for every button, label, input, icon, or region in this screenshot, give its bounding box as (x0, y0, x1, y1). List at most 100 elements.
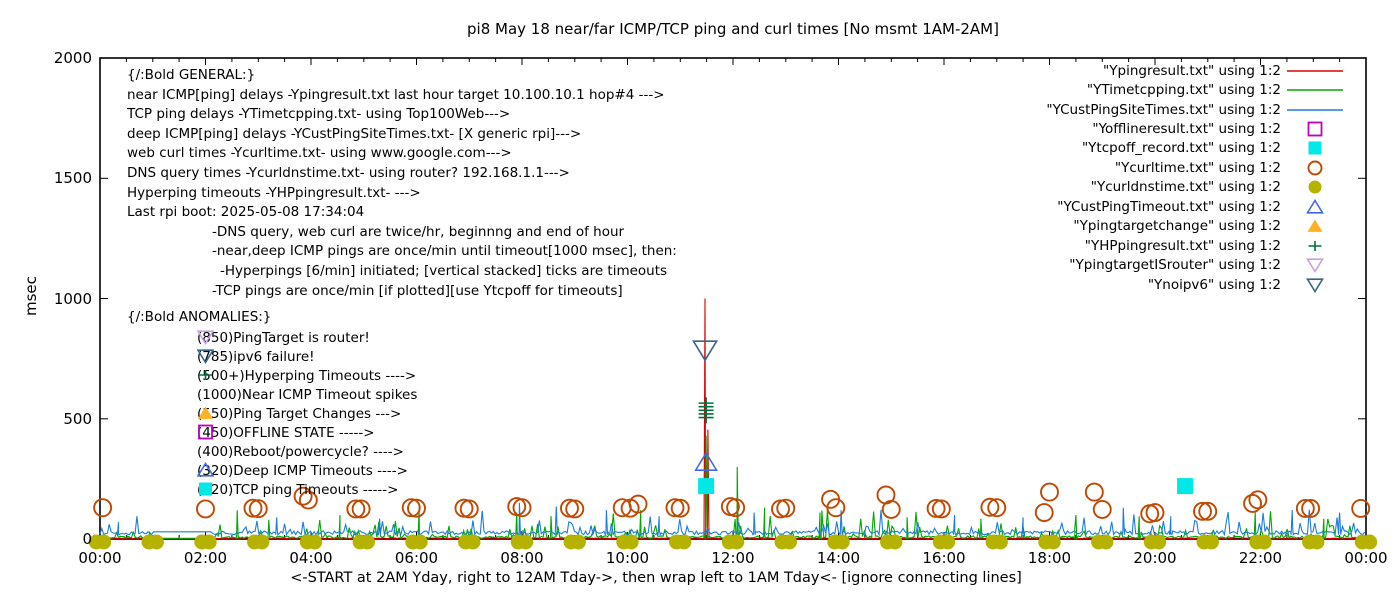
general-note-line: -near,deep ICMP pings are once/min until… (212, 243, 677, 260)
y-tick-label: 0 (82, 530, 92, 548)
open-triangle-up-icon (1306, 198, 1324, 214)
y-tick-label: 1500 (53, 169, 92, 188)
open-circle-icon (1307, 160, 1323, 176)
open-triangle-down-icon (1306, 277, 1324, 293)
line-icon (1287, 69, 1343, 72)
anomalies-header: {/:Bold ANOMALIES:} (127, 309, 272, 325)
y-tick-label: 500 (63, 409, 92, 428)
legend-row: "Yofflineresult.txt" using 1:2 (1046, 119, 1366, 138)
legend-sample (1281, 217, 1366, 235)
general-note-line: DNS query times -Ycurldnstime.txt- using… (127, 164, 570, 181)
legend-sample (1281, 139, 1366, 157)
plus-icon (1308, 240, 1322, 251)
filled-square-icon (199, 482, 212, 496)
anomaly-row: (220)TCP ping Timeouts -----> (197, 480, 417, 499)
legend-sample (1281, 237, 1366, 255)
x-tick-label: 08:00 (500, 549, 544, 567)
open-triangle-up-icon (197, 461, 214, 477)
general-note-line: -TCP pings are once/min [if plotted][use… (212, 282, 623, 299)
x-tick-label: 04:00 (289, 549, 333, 567)
legend-label: "Ycurltime.txt" using 1:2 (1114, 159, 1281, 176)
y-tick-label: 1000 (53, 289, 92, 308)
anomaly-row: (450)OFFLINE STATE -----> (197, 423, 417, 442)
general-note-line: web curl times -Ycurltime.txt- using www… (127, 145, 512, 162)
legend-sample (1281, 276, 1366, 294)
legend-label: "YpingtargetISrouter" using 1:2 (1069, 257, 1281, 274)
general-note-line: -DNS query, web curl are twice/hr, begin… (212, 223, 625, 240)
legend-row: "YCustPingSiteTimes.txt" using 1:2 (1046, 100, 1366, 119)
open-triangle-down-icon (197, 349, 214, 364)
anomaly-text: (1000)Near ICMP Timeout spikes (197, 386, 418, 403)
x-tick-label: 02:00 (183, 549, 228, 567)
anomaly-text: (850)PingTarget is router! (197, 329, 370, 346)
anomaly-row: (850)PingTarget is router! (197, 328, 417, 347)
anomaly-row: (785)ipv6 failure! (197, 347, 417, 366)
x-tick-label: 00:00 (78, 549, 122, 567)
legend-sample (1281, 101, 1366, 119)
anomalies-notes-block: {/:Bold ANOMALIES:} (850)PingTarget is r… (127, 309, 417, 499)
filled-square-icon (1308, 141, 1322, 155)
legend-label: "YTimetcpping.txt" using 1:2 (1086, 82, 1281, 99)
legend-row: "YCustPingTimeout.txt" using 1:2 (1046, 197, 1366, 216)
general-notes-block: {/:Bold GENERAL:} near ICMP[ping] delays … (127, 66, 677, 301)
legend-label: "YCustPingTimeout.txt" using 1:2 (1057, 198, 1281, 215)
filled-triangle-up-icon (197, 406, 214, 419)
x-tick-label: 06:00 (394, 549, 439, 567)
x-tick-label: 10:00 (605, 549, 650, 567)
open-square-icon (198, 424, 213, 440)
legend-sample (1281, 198, 1366, 216)
open-triangle-down-icon (197, 330, 214, 345)
filled-triangle-up-icon (1307, 219, 1323, 233)
legend-sample (1281, 120, 1366, 138)
legend: "Ypingresult.txt" using 1:2 "YTimetcpping… (1046, 61, 1366, 294)
general-note-line: {/:Bold GENERAL:} (127, 67, 256, 83)
general-note-line: Last rpi boot: 2025-05-08 17:34:04 (127, 204, 365, 221)
legend-sample (1281, 178, 1366, 196)
plus-icon (199, 370, 212, 380)
legend-row: "Ytcpoff_record.txt" using 1:2 (1046, 139, 1366, 158)
y-tick-label: 2000 (53, 49, 92, 67)
legend-row: "Ycurltime.txt" using 1:2 (1046, 158, 1366, 177)
legend-sample (1281, 81, 1366, 99)
open-triangle-down-icon (1306, 258, 1324, 274)
anomaly-row: (550)Ping Target Changes ---> (197, 404, 417, 423)
legend-label: "Ynoipv6" using 1:2 (1147, 276, 1281, 293)
no-icon (197, 442, 214, 459)
anomaly-text: (400)Reboot/powercycle? ----> (197, 443, 404, 460)
anomaly-text: (500+)Hyperping Timeouts ----> (197, 367, 417, 384)
no-icon (197, 385, 214, 402)
x-tick-label: 22:00 (1238, 549, 1283, 567)
open-square-icon (1307, 121, 1323, 137)
chart-title: pi8 May 18 near/far ICMP/TCP ping and cu… (467, 20, 999, 38)
x-tick-label: 18:00 (1027, 549, 1072, 567)
general-note-line: deep ICMP[ping] delays -YCustPingSiteTim… (127, 125, 582, 142)
x-tick-label: 12:00 (711, 549, 755, 567)
x-tick-label: 16:00 (922, 549, 966, 567)
legend-label: "Yofflineresult.txt" using 1:2 (1092, 121, 1281, 138)
filled-circle-icon (1308, 180, 1322, 194)
legend-row: "Ynoipv6" using 1:2 (1046, 275, 1366, 294)
anomaly-row: (1000)Near ICMP Timeout spikes (197, 385, 417, 404)
legend-row: "Ypingtargetchange" using 1:2 (1046, 217, 1366, 236)
legend-label: "Ypingtargetchange" using 1:2 (1073, 218, 1281, 235)
legend-sample (1281, 62, 1366, 80)
x-tick-label: 00:00 (1344, 549, 1388, 567)
anomaly-text: (785)ipv6 failure! (197, 348, 315, 365)
legend-label: "Ypingresult.txt" using 1:2 (1103, 62, 1281, 79)
series-YCustPingSiteTimes.txt (99, 502, 1366, 537)
line-icon (1287, 89, 1343, 91)
legend-sample (1281, 159, 1366, 177)
line-icon (1287, 108, 1343, 111)
legend-label: "YCustPingSiteTimes.txt" using 1:2 (1046, 101, 1281, 118)
x-axis-caption: <-START at 2AM Yday, right to 12AM Tday-… (290, 570, 1022, 586)
legend-row: "Ycurldnstime.txt" using 1:2 (1046, 178, 1366, 197)
general-note-line: TCP ping delays -YTimetcpping.txt- using… (127, 106, 511, 123)
x-tick-label: 14:00 (816, 549, 861, 567)
x-tick-label: 20:00 (1133, 549, 1177, 567)
anomaly-row: (400)Reboot/powercycle? ----> (197, 442, 417, 461)
general-note-line: near ICMP[ping] delays -Ypingresult.txt … (127, 86, 665, 103)
anomaly-text: (450)OFFLINE STATE -----> (197, 424, 375, 441)
legend-sample (1281, 256, 1366, 274)
